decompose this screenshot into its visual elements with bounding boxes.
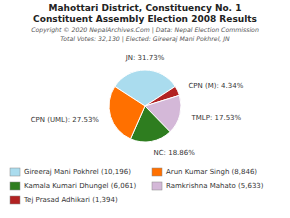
data-label: CPN (UML): 27.53% — [31, 116, 100, 124]
subtitle: Constituent Assembly Election 2008 Resul… — [33, 14, 257, 24]
legend-swatch — [152, 168, 162, 176]
slice — [109, 86, 145, 138]
legend-swatch — [10, 182, 20, 190]
legend-entry: Kamala Kumari Dhungel (6,061) — [24, 182, 137, 190]
legend-entry: Tej Prasad Adhikari (1,394) — [23, 196, 118, 204]
pie — [109, 70, 181, 142]
data-label: JN: 31.73% — [125, 54, 165, 62]
title: Mahottari District, Constituency No. 1 — [49, 3, 242, 13]
legend-entry: Gireeraj Mani Pokhrel (10,196) — [24, 168, 131, 176]
legend-swatch — [10, 168, 20, 176]
data-label: NC: 18.86% — [153, 149, 195, 157]
legend-swatch — [152, 182, 162, 190]
annotation: Total Votes: 32,130 | Elected: Gireeraj … — [60, 35, 230, 43]
legend-swatch — [10, 196, 20, 204]
data-label: CPN (M): 4.34% — [188, 82, 243, 90]
annotation: Copyright © 2020 NepalArchives.Com | Dat… — [31, 26, 259, 34]
legend-entry: Ramkrishna Mahato (5,633) — [166, 182, 264, 190]
data-label: TMLP: 17.53% — [191, 114, 242, 122]
legend-entry: Arun Kumar Singh (8,846) — [166, 168, 257, 176]
chart: Mahottari District, Constituency No. 1Co… — [0, 0, 290, 218]
